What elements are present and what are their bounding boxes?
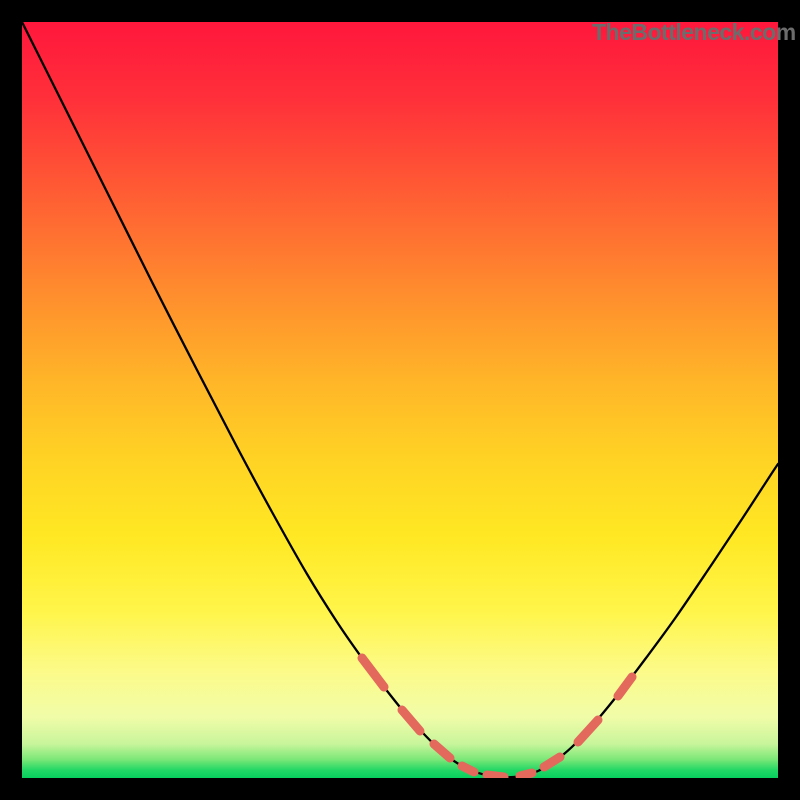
highlight-dash <box>462 766 474 772</box>
plot-svg <box>22 22 778 778</box>
plot-area <box>22 22 778 778</box>
highlight-dash <box>520 773 532 776</box>
watermark-text: TheBottleneck.com <box>592 19 796 46</box>
gradient-background <box>22 22 778 778</box>
highlight-dash <box>487 775 504 777</box>
